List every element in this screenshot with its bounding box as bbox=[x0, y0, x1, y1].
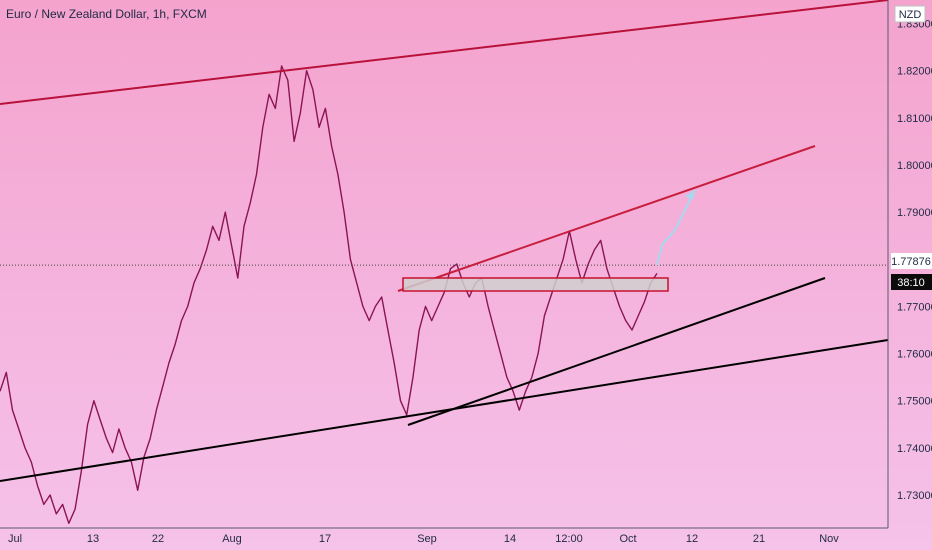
x-tick-label: Jul bbox=[8, 533, 22, 545]
x-tick-label: 13 bbox=[87, 533, 99, 545]
x-axis[interactable]: Jul 13 22 Aug 17 Sep 14 12:00 Oct 12 21 Nov bbox=[8, 533, 839, 545]
x-tick-label: Aug bbox=[222, 533, 242, 545]
x-tick-label: 17 bbox=[319, 533, 331, 545]
y-tick-label: 1.80000 bbox=[897, 160, 932, 172]
y-tick-label: 1.73000 bbox=[897, 490, 932, 502]
x-tick-label: 22 bbox=[152, 533, 164, 545]
y-tick-label: 1.75000 bbox=[897, 396, 932, 408]
y-tick-label: 1.79000 bbox=[897, 207, 932, 219]
countdown-label: 38:10 bbox=[897, 277, 925, 289]
x-tick-label: Nov bbox=[819, 533, 839, 545]
y-tick-label: 1.77000 bbox=[897, 301, 932, 313]
chart-title: Euro / New Zealand Dollar, 1h, FXCM bbox=[6, 7, 207, 21]
x-tick-label: 12:00 bbox=[555, 533, 583, 545]
support-line-short[interactable] bbox=[407, 277, 826, 426]
x-tick-label: 21 bbox=[753, 533, 765, 545]
price-series-line[interactable] bbox=[0, 65, 658, 524]
upper-resistance-line[interactable] bbox=[0, 0, 889, 105]
support-line-long[interactable] bbox=[0, 339, 889, 482]
x-tick-label: 12 bbox=[686, 533, 698, 545]
last-price-box: 1.77876 bbox=[891, 253, 932, 269]
support-zone-rectangle[interactable] bbox=[402, 277, 669, 292]
x-tick-label: 14 bbox=[504, 533, 516, 545]
y-tick-label: 1.82000 bbox=[897, 66, 932, 78]
channel-upper-line[interactable] bbox=[397, 145, 816, 292]
projection-arrow-path bbox=[656, 189, 696, 266]
y-tick-label: 1.81000 bbox=[897, 113, 932, 125]
projection-arrow-head bbox=[685, 190, 695, 200]
currency-box[interactable]: NZD bbox=[894, 5, 926, 23]
drawings bbox=[0, 0, 889, 482]
last-price-label: 1.77876 bbox=[891, 256, 931, 268]
y-tick-label: 1.76000 bbox=[897, 349, 932, 361]
currency-label: NZD bbox=[899, 9, 922, 21]
x-tick-label: Oct bbox=[619, 533, 636, 545]
x-tick-label: Sep bbox=[417, 533, 437, 545]
y-tick-label: 1.74000 bbox=[897, 443, 932, 455]
countdown-box: 38:10 bbox=[891, 274, 932, 290]
